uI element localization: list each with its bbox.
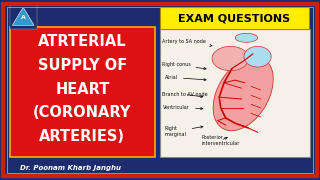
Bar <box>160 7 309 29</box>
Text: EXAM QUESTIONS: EXAM QUESTIONS <box>178 13 291 23</box>
Bar <box>160 29 310 157</box>
Text: ARTERIES): ARTERIES) <box>39 129 125 144</box>
Text: Dr. Poonam Kharb Janghu: Dr. Poonam Kharb Janghu <box>20 165 121 171</box>
Text: Posterior
interventricular: Posterior interventricular <box>202 135 240 146</box>
Text: Right
marginal: Right marginal <box>165 126 203 137</box>
Text: Atrial: Atrial <box>165 75 206 81</box>
Text: Right conus: Right conus <box>162 62 206 70</box>
Text: A: A <box>21 15 26 20</box>
Text: Ventricular: Ventricular <box>163 105 203 110</box>
Ellipse shape <box>244 46 271 67</box>
Ellipse shape <box>213 57 273 131</box>
Text: Branch to AV node: Branch to AV node <box>162 92 207 98</box>
Text: (CORONARY: (CORONARY <box>33 105 132 120</box>
Text: ATRTERIAL: ATRTERIAL <box>38 34 127 49</box>
Polygon shape <box>12 7 34 25</box>
Ellipse shape <box>212 46 249 71</box>
Bar <box>10 5 37 29</box>
Text: SUPPLY OF: SUPPLY OF <box>38 58 127 73</box>
Text: HEART: HEART <box>55 82 109 97</box>
Ellipse shape <box>235 33 258 42</box>
Bar <box>10 27 155 157</box>
Text: Artery to SA node: Artery to SA node <box>162 39 212 47</box>
